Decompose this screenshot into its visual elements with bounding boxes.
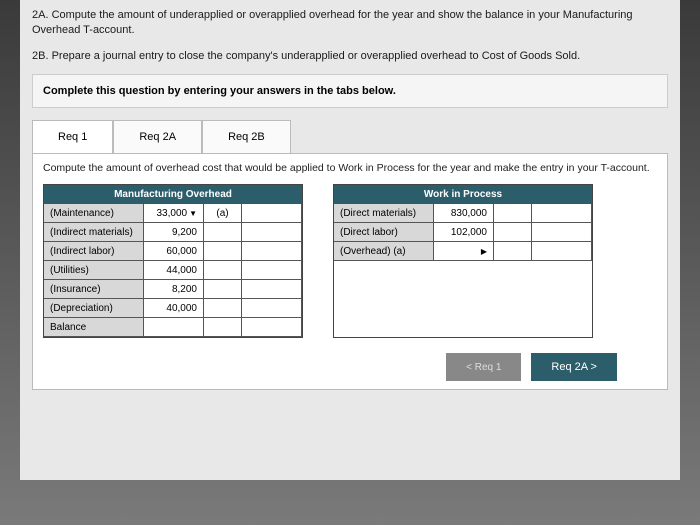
mfg-right-label: (a): [204, 204, 242, 222]
mfg-balance-value[interactable]: [144, 318, 204, 336]
mfg-row-value[interactable]: 9,200: [144, 223, 204, 241]
prompt-text: Compute the amount of overhead cost that…: [43, 162, 657, 174]
tab-req2a[interactable]: Req 2A: [113, 120, 202, 153]
tab-req1[interactable]: Req 1: [32, 120, 113, 153]
mfg-row-value[interactable]: 33,000▼: [144, 204, 204, 222]
tab-content: Compute the amount of overhead cost that…: [32, 153, 668, 390]
instruction-box: Complete this question by entering your …: [32, 74, 668, 108]
mfg-row-label: (Utilities): [44, 261, 144, 279]
mfg-row-label: (Indirect labor): [44, 242, 144, 260]
mfg-balance-label: Balance: [44, 318, 144, 336]
nav-area: < Req 1 Req 2A >: [43, 353, 657, 381]
wip-row-value[interactable]: 830,000: [434, 204, 494, 222]
wip-row-value[interactable]: ▶: [434, 242, 494, 260]
mfg-row-label: (Insurance): [44, 280, 144, 298]
mfg-row-value[interactable]: 8,200: [144, 280, 204, 298]
mfg-row-value[interactable]: 40,000: [144, 299, 204, 317]
wip-row-label: (Direct materials): [334, 204, 434, 222]
wip-row-label: (Direct labor): [334, 223, 434, 241]
wip-table: Work in Process (Direct materials) 830,0…: [333, 184, 593, 338]
mfg-row-value[interactable]: 44,000: [144, 261, 204, 279]
mfg-row-label: (Indirect materials): [44, 223, 144, 241]
mfg-overhead-table: Manufacturing Overhead (Maintenance) 33,…: [43, 184, 303, 338]
wip-header: Work in Process: [334, 185, 592, 204]
prev-button[interactable]: < Req 1: [446, 353, 521, 381]
mfg-overhead-header: Manufacturing Overhead: [44, 185, 302, 204]
question-2a: 2A. Compute the amount of underapplied o…: [32, 8, 668, 39]
mfg-right-value[interactable]: [242, 204, 302, 222]
question-2b: 2B. Prepare a journal entry to close the…: [32, 49, 668, 64]
wip-row-value[interactable]: 102,000: [434, 223, 494, 241]
mfg-row-label: (Depreciation): [44, 299, 144, 317]
dropdown-icon: ▶: [481, 247, 487, 256]
wip-row-label: (Overhead) (a): [334, 242, 434, 260]
mfg-row-value[interactable]: 60,000: [144, 242, 204, 260]
tab-req2b[interactable]: Req 2B: [202, 120, 291, 153]
tabs-container: Req 1 Req 2A Req 2B: [32, 120, 668, 153]
next-button[interactable]: Req 2A >: [531, 353, 617, 381]
mfg-row-label: (Maintenance): [44, 204, 144, 222]
dropdown-icon: ▼: [189, 209, 197, 218]
